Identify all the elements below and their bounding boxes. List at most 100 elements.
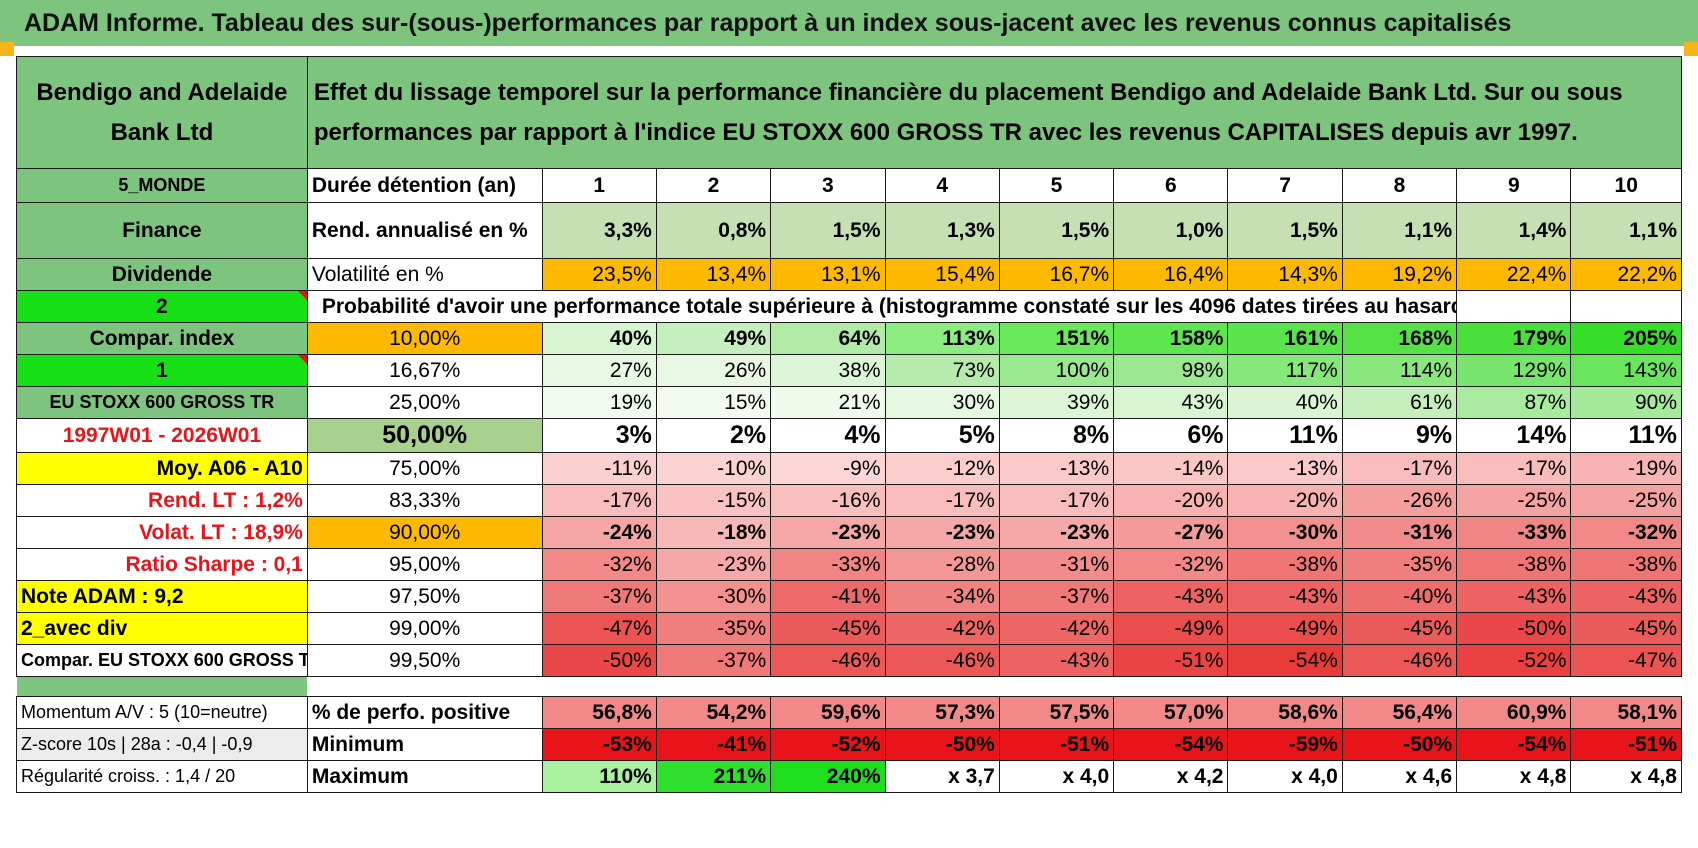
maximum-cell: x 4,0 (998, 760, 1115, 793)
maximum-cell: x 4,8 (1570, 760, 1682, 793)
probability-cell: -32% (1113, 548, 1229, 581)
probability-cell: 21% (770, 386, 886, 419)
probability-cell: 11% (1227, 418, 1343, 453)
probability-cell: 14% (1456, 418, 1572, 453)
maximum-cell: x 4,6 (1341, 760, 1458, 793)
probability-cell: -20% (1227, 484, 1343, 517)
volatility-cell: 23,5% (541, 258, 657, 291)
positive-perf-cell: 56,4% (1341, 696, 1458, 729)
probability-cell: 87% (1456, 386, 1572, 419)
probability-cell: -42% (998, 612, 1115, 645)
return-cell: 3,3% (541, 202, 657, 259)
probability-cell: -17% (1456, 452, 1572, 485)
probability-cell: -13% (1227, 452, 1343, 485)
selector-value-1[interactable]: 1 (16, 354, 308, 387)
probability-cell: -13% (998, 452, 1115, 485)
probability-cell: -30% (655, 580, 772, 613)
probability-cell: -23% (770, 516, 886, 549)
return-cell: 1,1% (1570, 202, 1682, 259)
volatility-cell: 14,3% (1227, 258, 1343, 291)
year-header: 10 (1570, 168, 1682, 203)
year-header: 8 (1341, 168, 1458, 203)
empty-cell (1456, 290, 1572, 323)
probability-cell: 129% (1456, 354, 1572, 387)
minimum-cell: -52% (770, 728, 886, 761)
quantile-threshold: 90,00% (306, 516, 543, 549)
positive-perf-cell: 57,0% (1113, 696, 1229, 729)
return-cell: 1,5% (1227, 202, 1343, 259)
probability-cell: -35% (655, 612, 772, 645)
probability-cell: -23% (998, 516, 1115, 549)
probability-cell: 19% (541, 386, 657, 419)
probability-cell: -12% (884, 452, 1000, 485)
probability-cell: -52% (1456, 644, 1572, 677)
long-term-return-label: Rend. LT : 1,2% (16, 484, 308, 517)
volatility-label: Volatilité en % (306, 258, 543, 291)
adam-score-label: Note ADAM : 9,2 (16, 580, 308, 613)
probability-cell: 151% (998, 322, 1115, 355)
probability-cell: -43% (1570, 580, 1682, 613)
probability-cell: 40% (541, 322, 657, 355)
volatility-cell: 22,4% (1456, 258, 1572, 291)
probability-cell: -43% (1113, 580, 1229, 613)
probability-cell: 26% (655, 354, 772, 387)
probability-cell: -24% (541, 516, 657, 549)
probability-cell: 2% (655, 418, 772, 453)
performance-table: Bendigo and Adelaide Bank Ltd Effet du l… (16, 56, 1683, 793)
return-cell: 1,1% (1341, 202, 1458, 259)
probability-cell: -23% (884, 516, 1000, 549)
probability-cell: -42% (884, 612, 1000, 645)
return-cell: 0,8% (655, 202, 772, 259)
probability-cell: -37% (541, 580, 657, 613)
sector-label: Finance (16, 202, 308, 259)
probability-cell: -43% (1456, 580, 1572, 613)
probability-cell: -15% (655, 484, 772, 517)
probability-cell: 205% (1570, 322, 1682, 355)
probability-cell: 3% (541, 418, 657, 453)
volatility-cell: 19,2% (1341, 258, 1458, 291)
empty-cell (1570, 290, 1682, 323)
probability-cell: -43% (1227, 580, 1343, 613)
report-title: ADAM Informe. Tableau des sur-(sous-)per… (0, 0, 1698, 46)
probability-cell: 61% (1341, 386, 1458, 419)
year-header: 2 (655, 168, 772, 203)
probability-header: Probabilité d'avoir une performance tota… (306, 290, 1457, 323)
company-name: Bendigo and Adelaide Bank Ltd (16, 56, 308, 169)
volatility-cell: 13,1% (770, 258, 886, 291)
probability-cell: 179% (1456, 322, 1572, 355)
return-cell: 1,4% (1456, 202, 1572, 259)
probability-cell: -46% (884, 644, 1000, 677)
probability-cell: -31% (998, 548, 1115, 581)
probability-cell: 64% (770, 322, 886, 355)
probability-cell: 38% (770, 354, 886, 387)
year-header: 7 (1227, 168, 1343, 203)
minimum-cell: -53% (541, 728, 657, 761)
probability-cell: 113% (884, 322, 1000, 355)
min-label: Minimum (306, 728, 543, 761)
probability-cell: 117% (1227, 354, 1343, 387)
minimum-cell: -59% (1227, 728, 1343, 761)
momentum-label: Momentum A/V : 5 (10=neutre) (16, 696, 308, 729)
probability-cell: -27% (1113, 516, 1229, 549)
volatility-cell: 22,2% (1570, 258, 1682, 291)
probability-cell: -45% (770, 612, 886, 645)
probability-cell: -32% (1570, 516, 1682, 549)
probability-cell: 6% (1113, 418, 1229, 453)
selector-value-2[interactable]: 2 (16, 290, 308, 323)
corner-marker (1684, 42, 1698, 56)
positive-perf-cell: 57,5% (998, 696, 1115, 729)
long-term-volatility-label: Volat. LT : 18,9% (16, 516, 308, 549)
probability-cell: -17% (541, 484, 657, 517)
annualized-return-label: Rend. annualisé en % (306, 202, 543, 259)
quantile-threshold: 99,50% (306, 644, 543, 677)
probability-cell: -49% (1227, 612, 1343, 645)
maximum-cell: 211% (655, 760, 772, 793)
return-cell: 1,5% (770, 202, 886, 259)
year-header: 4 (884, 168, 1000, 203)
compar-index-label: Compar. index (16, 322, 308, 355)
probability-cell: -47% (1570, 644, 1682, 677)
quantile-threshold: 75,00% (306, 452, 543, 485)
probability-cell: -16% (770, 484, 886, 517)
probability-cell: -25% (1456, 484, 1572, 517)
quantile-threshold: 50,00% (306, 418, 543, 453)
